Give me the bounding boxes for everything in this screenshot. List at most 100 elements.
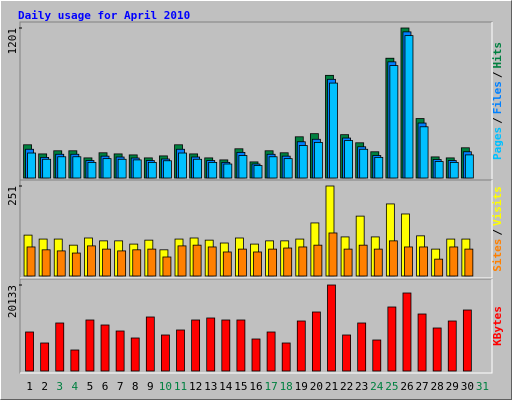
x-tick-label: 2 [41, 380, 48, 393]
bar [70, 349, 80, 372]
x-tick-label: 17 [264, 380, 277, 393]
bar [87, 245, 96, 277]
bar [102, 158, 112, 179]
x-tick-label: 22 [340, 380, 353, 393]
bar [343, 248, 353, 277]
x-tick-label: 21 [325, 380, 338, 393]
legend-separator: / [491, 71, 504, 78]
bar [163, 160, 172, 179]
bar [117, 250, 127, 277]
legend-entry: Visits [491, 186, 504, 226]
bar [100, 324, 110, 372]
bar [462, 309, 472, 372]
x-tick-label: 6 [102, 380, 109, 393]
legend-entry: Sites [491, 239, 504, 272]
bar [25, 331, 34, 372]
bar [253, 165, 263, 179]
bar [373, 248, 383, 277]
legend: Pages / Files / Hits [491, 42, 504, 160]
x-tick-label: 4 [72, 380, 79, 393]
x-tick-label: 20 [310, 380, 323, 393]
plot-bevel [20, 279, 493, 374]
bar [236, 319, 246, 372]
x-tick-label: 18 [280, 380, 293, 393]
bar [162, 256, 172, 277]
bar [176, 329, 185, 372]
bar [268, 248, 277, 277]
bar [313, 142, 323, 179]
bar [281, 342, 291, 372]
bar [296, 320, 306, 372]
bar [130, 337, 140, 372]
bar [41, 249, 51, 277]
legend-separator: / [491, 117, 504, 124]
x-tick-label: 11 [174, 380, 187, 393]
x-tick-label: 14 [219, 380, 233, 393]
x-tick-label: 3 [56, 380, 63, 393]
bar [71, 252, 81, 277]
bar [447, 320, 457, 372]
x-tick-label: 1 [26, 380, 33, 393]
bar [56, 250, 66, 277]
bar [449, 161, 459, 179]
bar [207, 246, 217, 277]
plot-bevel [20, 180, 493, 279]
bar [145, 316, 155, 372]
bar [449, 246, 459, 277]
x-tick-label: 25 [385, 380, 398, 393]
bar [178, 152, 187, 179]
bar [283, 247, 293, 277]
bar [206, 317, 216, 372]
bar [147, 248, 157, 277]
bar [85, 319, 95, 372]
chart-title: Daily usage for April 2010 [18, 9, 190, 22]
x-tick-label: 31 [476, 380, 489, 393]
bar [132, 249, 142, 277]
bar [102, 248, 111, 277]
bar [464, 154, 474, 179]
legend: KBytes [491, 306, 504, 346]
bar [388, 240, 398, 277]
x-tick-label: 19 [295, 380, 308, 393]
x-tick-label: 30 [461, 380, 474, 393]
y-tick-label: 251 [6, 186, 19, 206]
bar [404, 246, 413, 277]
bar [253, 251, 262, 277]
legend-separator: / [491, 229, 504, 236]
bar [359, 148, 369, 179]
bar [222, 251, 232, 277]
bar [177, 245, 187, 277]
x-tick-label: 8 [132, 380, 139, 393]
bar [266, 331, 276, 372]
bar [389, 65, 399, 179]
bar [57, 156, 67, 179]
bar [27, 152, 36, 179]
bar [72, 156, 82, 179]
bar [298, 145, 308, 179]
x-tick-label: 15 [234, 380, 247, 393]
bar [387, 306, 397, 372]
bar [313, 244, 323, 277]
bar [223, 163, 233, 179]
x-tick-label: 23 [355, 380, 368, 393]
bar [311, 311, 321, 372]
y-tick-label: 1201 [6, 28, 19, 55]
bar [357, 322, 367, 372]
y-tick-label: 20133 [6, 285, 19, 318]
bar [193, 158, 203, 179]
bar [147, 161, 157, 179]
x-tick-label: 5 [87, 380, 94, 393]
bar [208, 161, 218, 179]
bar [342, 334, 351, 372]
bar [344, 140, 353, 179]
x-tick-label: 26 [400, 380, 413, 393]
x-tick-label: 9 [147, 380, 154, 393]
x-tick-label: 29 [446, 380, 459, 393]
legend-entry: KBytes [491, 306, 504, 346]
bar [404, 35, 414, 179]
bar [434, 161, 444, 179]
bar [221, 319, 231, 372]
bar [432, 327, 442, 372]
x-tick-label: 13 [204, 380, 217, 393]
